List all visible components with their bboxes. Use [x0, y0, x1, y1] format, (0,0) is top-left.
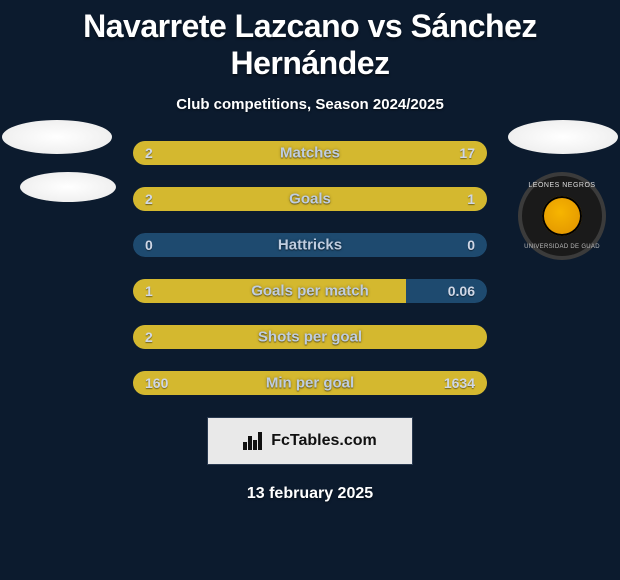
brand-chart-icon: [243, 432, 265, 450]
stat-label: Matches: [280, 145, 340, 162]
player-placeholder-icon: [2, 120, 112, 154]
stat-row: 2 1 Goals: [133, 187, 487, 211]
stat-left-value: 2: [145, 191, 153, 207]
team-badge-label-top: LEONES NEGROS: [528, 182, 595, 189]
page-subtitle: Club competitions, Season 2024/2025: [0, 96, 620, 113]
page-title: Navarrete Lazcano vs Sánchez Hernández: [0, 0, 620, 82]
comparison-chart: 2 17 Matches 2 1 Goals 0 0 Hattricks 1 0.06 Goals p…: [133, 141, 487, 395]
stat-label: Goals: [289, 191, 331, 208]
stat-right-value: 0.06: [448, 283, 475, 299]
stat-row: 2 Shots per goal: [133, 325, 487, 349]
stat-row: 1 0.06 Goals per match: [133, 279, 487, 303]
team-badge-icon: LEONES NEGROS UNIVERSIDAD DE GUAD: [518, 172, 606, 260]
lion-icon: [542, 196, 582, 236]
stat-left-value: 2: [145, 329, 153, 345]
stat-label: Min per goal: [266, 375, 354, 392]
player-placeholder-icon: [20, 172, 116, 202]
stat-row: 160 1634 Min per goal: [133, 371, 487, 395]
stat-left-value: 2: [145, 145, 153, 161]
footer-date: 13 february 2025: [0, 485, 620, 503]
stat-left-value: 160: [145, 375, 168, 391]
brand-box: FcTables.com: [207, 417, 413, 465]
stat-right-value: 1634: [444, 375, 475, 391]
stat-row: 0 0 Hattricks: [133, 233, 487, 257]
team-badge-label-bottom: UNIVERSIDAD DE GUAD: [524, 244, 600, 250]
stat-label: Hattricks: [278, 237, 342, 254]
stat-right-value: 0: [467, 237, 475, 253]
stat-right-value: 17: [459, 145, 475, 161]
stat-right-value: 1: [467, 191, 475, 207]
stat-label: Shots per goal: [258, 329, 362, 346]
player-placeholder-icon: [508, 120, 618, 154]
stat-left-value: 0: [145, 237, 153, 253]
stat-left-value: 1: [145, 283, 153, 299]
stat-row: 2 17 Matches: [133, 141, 487, 165]
stat-label: Goals per match: [251, 283, 369, 300]
brand-text: FcTables.com: [271, 432, 377, 450]
